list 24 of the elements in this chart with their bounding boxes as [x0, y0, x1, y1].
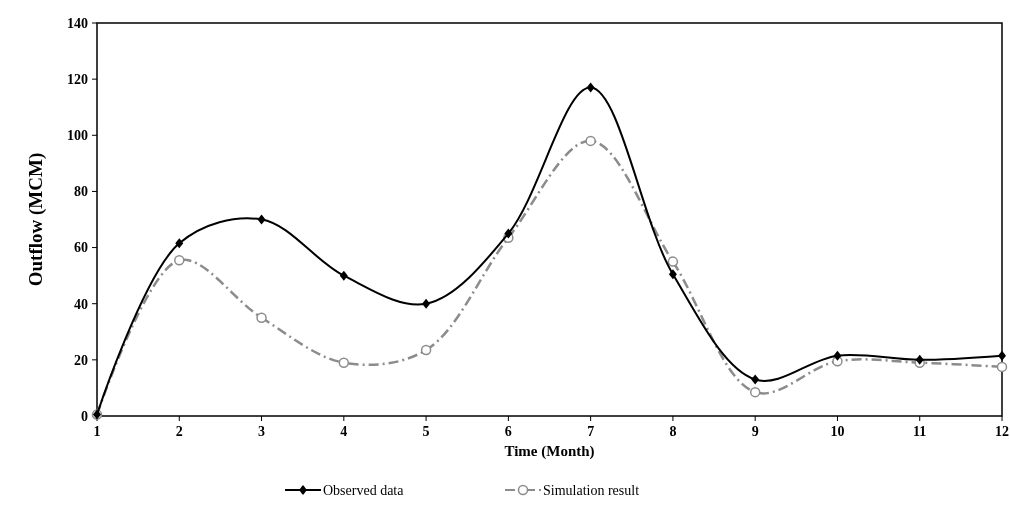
- x-tick-label: 7: [587, 424, 595, 439]
- x-tick-label: 11: [913, 424, 927, 439]
- y-axis-title: Outflow (MCM): [25, 152, 47, 287]
- y-tick-label: 120: [67, 72, 88, 88]
- x-tick-label: 12: [995, 424, 1009, 439]
- y-tick-label: 40: [74, 296, 88, 312]
- legend-label: Simulation result: [543, 482, 640, 498]
- y-tick-label: 20: [74, 352, 88, 368]
- x-tick-label: 1: [93, 424, 101, 439]
- x-tick-label: 5: [422, 424, 430, 439]
- y-tick-label: 80: [74, 184, 88, 200]
- y-tick-label: 0: [81, 408, 88, 424]
- x-tick-label: 9: [751, 424, 759, 439]
- x-tick-label: 8: [669, 424, 677, 439]
- x-tick-label: 6: [504, 424, 512, 439]
- legend-label: Observed data: [323, 482, 405, 498]
- x-tick-label: 4: [340, 424, 348, 439]
- y-tick-label: 100: [67, 128, 88, 144]
- y-tick-label: 60: [74, 240, 88, 256]
- x-axis-title: Time (Month): [504, 443, 595, 460]
- x-tick-label: 3: [258, 424, 266, 439]
- y-tick-label: 140: [67, 15, 88, 31]
- x-tick-label: 10: [830, 424, 845, 439]
- x-tick-label: 2: [175, 424, 183, 439]
